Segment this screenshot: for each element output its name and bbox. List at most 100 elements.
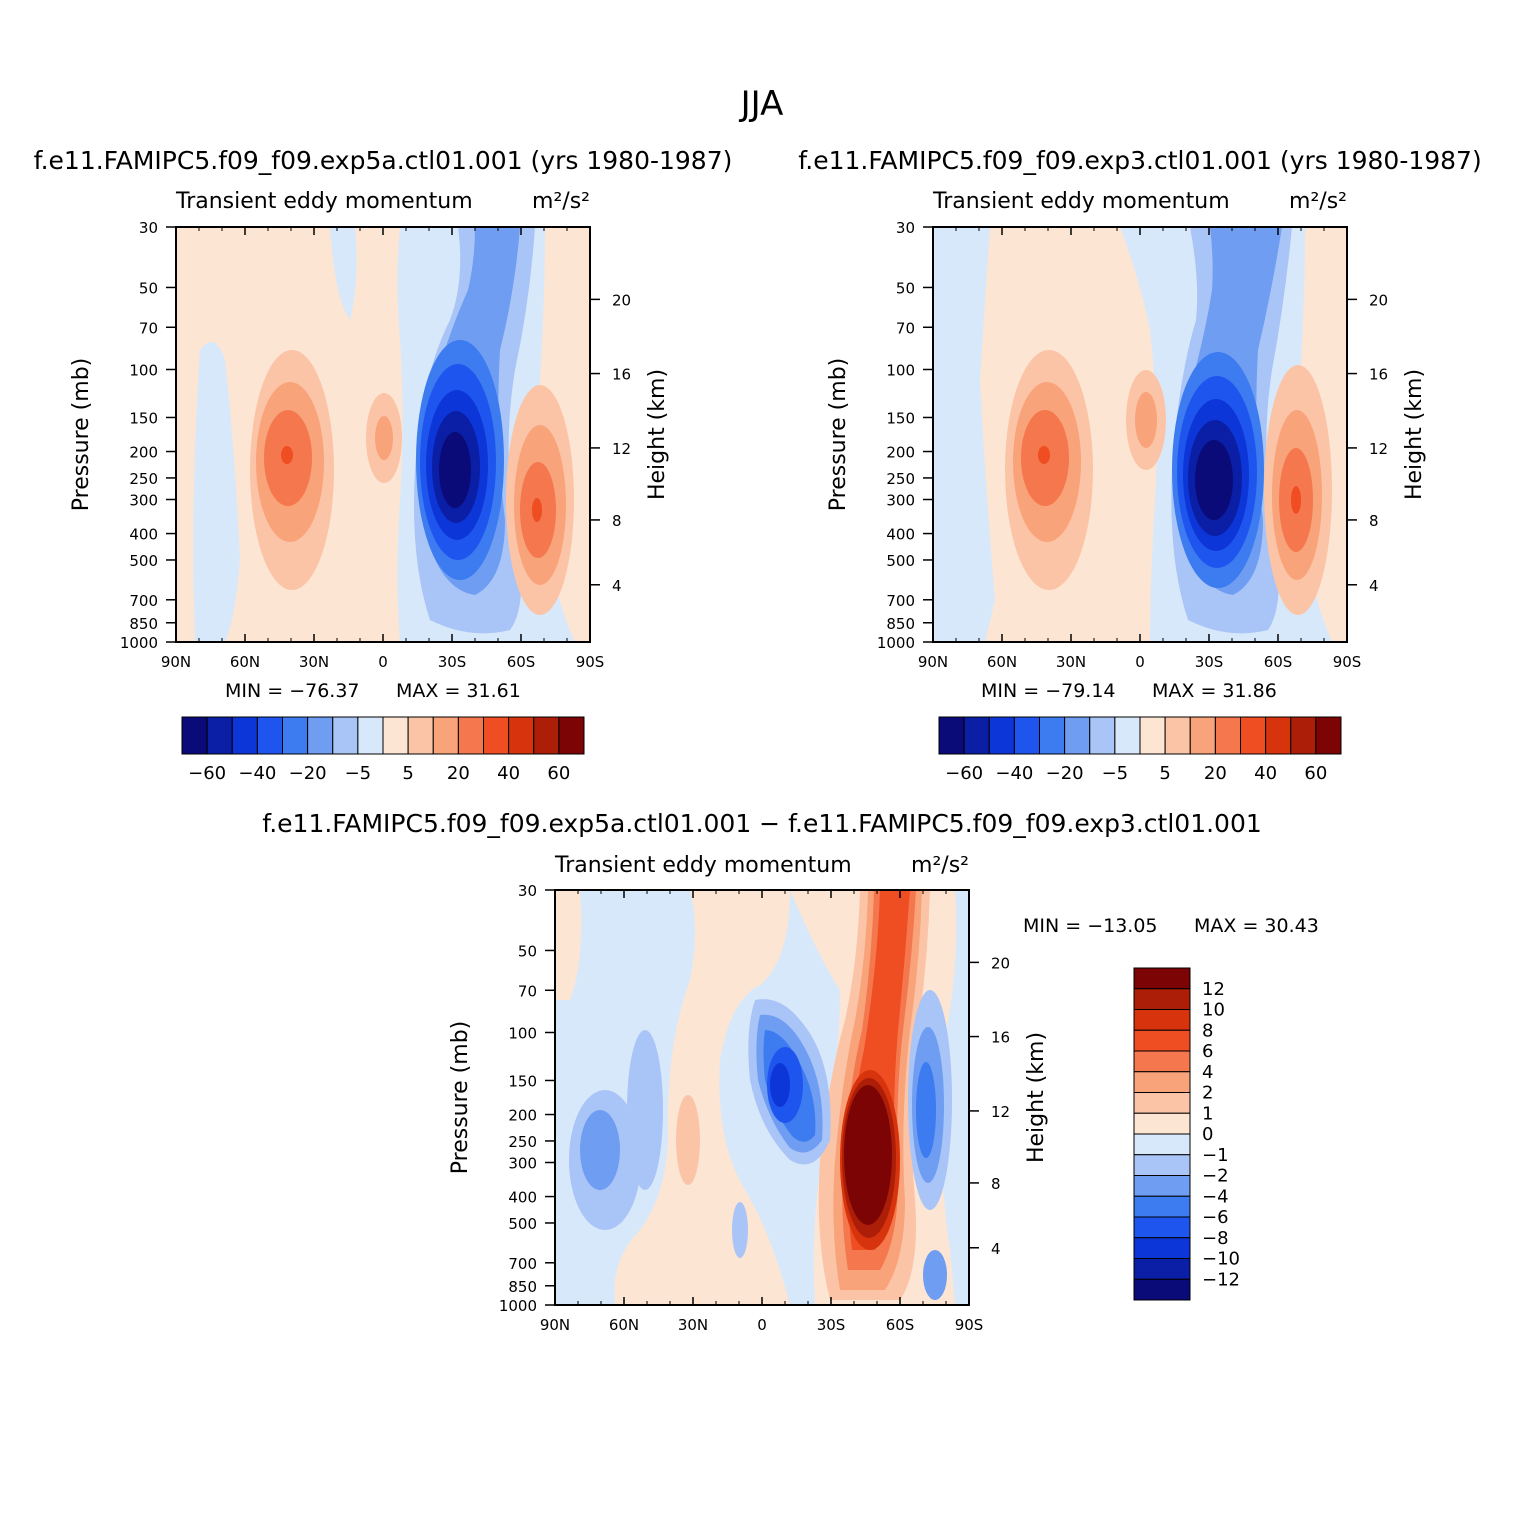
x-tick-label: 30S: [1195, 653, 1224, 671]
y-tick-label: 100: [129, 361, 158, 379]
figure-title: JJA: [739, 84, 784, 124]
contour-field: [176, 227, 590, 642]
colorbar: −60 −40 −20 −5 5 20 40 60: [938, 716, 1342, 784]
y-tick-label: 1000: [877, 634, 915, 652]
y-tick-label: 850: [886, 615, 915, 633]
colorbar-label: −1: [1202, 1145, 1229, 1166]
colorbar-swatch: [508, 716, 535, 755]
colorbar-swatch: [1133, 1216, 1191, 1239]
x-tick-label: 90S: [955, 1316, 984, 1334]
colorbar-swatch: [1133, 1278, 1191, 1301]
colorbar: −60 −40 −20 −5 5 20 40 60: [181, 716, 585, 784]
colorbar-swatch: [1139, 716, 1166, 755]
colorbar-label: −60: [945, 763, 983, 784]
x-tick-label: 60N: [987, 653, 1017, 671]
x-tick-label: 60N: [230, 653, 260, 671]
negative-core: [770, 1063, 790, 1107]
y-tick-label: 70: [896, 319, 915, 337]
positive-core: [532, 498, 542, 522]
colorbar-label: 5: [402, 763, 413, 784]
y2-axis-title: Height (km): [1402, 369, 1427, 500]
variable-label: Transient eddy momentum: [554, 853, 852, 878]
units-label: m²/s²: [1289, 189, 1347, 214]
colorbar-swatch: [963, 716, 990, 755]
weak-negative-region: [933, 227, 995, 642]
colorbar-swatch: [231, 716, 258, 755]
colorbar-swatch: [1240, 716, 1267, 755]
y-tick-label: 700: [508, 1255, 537, 1273]
y-tick-label: 700: [129, 592, 158, 610]
y-tick-label: 200: [886, 444, 915, 462]
y-tick-label: 200: [129, 444, 158, 462]
y-tick-label: 50: [896, 279, 915, 297]
colorbar-swatch: [1133, 967, 1191, 990]
y2-tick-label: 16: [1369, 366, 1388, 384]
colorbar-swatch: [432, 716, 459, 755]
colorbar-label: 20: [1204, 763, 1227, 784]
y-tick-label: 400: [886, 526, 915, 544]
y-tick-label: 500: [129, 552, 158, 570]
y2-axis-title: Height (km): [645, 369, 670, 500]
colorbar-swatch: [988, 716, 1015, 755]
y-tick-label: 70: [518, 982, 537, 1000]
x-tick-label: 30N: [678, 1316, 708, 1334]
colorbar-swatch: [256, 716, 283, 755]
x-tick-label: 30S: [438, 653, 467, 671]
colorbar-label: −10: [1202, 1249, 1240, 1270]
y-tick-label: 300: [129, 492, 158, 510]
y-tick-label: 500: [886, 552, 915, 570]
case-title: f.e11.FAMIPC5.f09_f09.exp3.ctl01.001 (yr…: [798, 146, 1481, 175]
colorbar-label: 60: [547, 763, 570, 784]
positive-core: [1038, 446, 1050, 464]
colorbar-label: 12: [1202, 979, 1225, 1000]
negative-region: [580, 1110, 620, 1190]
y2-tick-label: 16: [991, 1029, 1010, 1047]
min-label: MIN = −79.14: [981, 680, 1116, 702]
colorbar-label: 5: [1159, 763, 1170, 784]
colorbar-label: 4: [1202, 1062, 1213, 1083]
y-tick-label: 1000: [120, 634, 158, 652]
colorbar-swatch: [1133, 1029, 1191, 1052]
y-tick-label: 70: [139, 319, 158, 337]
colorbar-swatch: [1133, 1154, 1191, 1176]
y-tick-label: 1000: [499, 1297, 537, 1315]
colorbar-swatch: [181, 716, 208, 755]
positive-region: [676, 1095, 700, 1185]
y-tick-label: 850: [508, 1278, 537, 1296]
colorbar-swatch: [938, 716, 965, 755]
y-tick-label: 250: [129, 470, 158, 488]
colorbar-swatch: [1133, 1175, 1191, 1197]
colorbar-swatch: [1133, 1258, 1191, 1280]
colorbar-swatch: [1133, 1050, 1191, 1073]
y2-axis-title: Height (km): [1024, 1032, 1049, 1163]
x-tick-label: 30S: [817, 1316, 846, 1334]
y-tick-label: 100: [886, 361, 915, 379]
colorbar-swatch: [1133, 988, 1191, 1010]
y-tick-label: 500: [508, 1215, 537, 1233]
variable-label: Transient eddy momentum: [932, 189, 1230, 214]
y2-tick-label: 16: [612, 366, 631, 384]
colorbar-swatch: [1133, 1009, 1191, 1031]
y2-tick-label: 4: [612, 577, 622, 595]
colorbar-label: 1: [1202, 1103, 1213, 1124]
colorbar-swatch: [1164, 716, 1191, 755]
colorbar-label: −8: [1202, 1228, 1229, 1249]
x-tick-label: 90N: [161, 653, 191, 671]
colorbar-label: −5: [345, 763, 372, 784]
colorbar-label: 40: [497, 763, 520, 784]
x-tick-label: 90N: [540, 1316, 570, 1334]
y2-tick-label: 8: [612, 512, 622, 530]
colorbar-label: −2: [1202, 1166, 1229, 1187]
colorbar-label: 40: [1254, 763, 1277, 784]
max-label: MAX = 31.86: [1152, 680, 1277, 702]
min-label: MIN = −76.37: [225, 680, 360, 702]
panel-top-left: f.e11.FAMIPC5.f09_f09.exp5a.ctl01.001 (y…: [34, 146, 733, 784]
min-label: MIN = −13.05: [1023, 915, 1158, 937]
y-tick-label: 100: [508, 1024, 537, 1042]
x-tick-label: 90S: [1333, 653, 1362, 671]
colorbar-label: 0: [1202, 1124, 1213, 1145]
colorbar-label: 20: [447, 763, 470, 784]
colorbar-label: −40: [238, 763, 276, 784]
colorbar-swatch: [1214, 716, 1241, 755]
